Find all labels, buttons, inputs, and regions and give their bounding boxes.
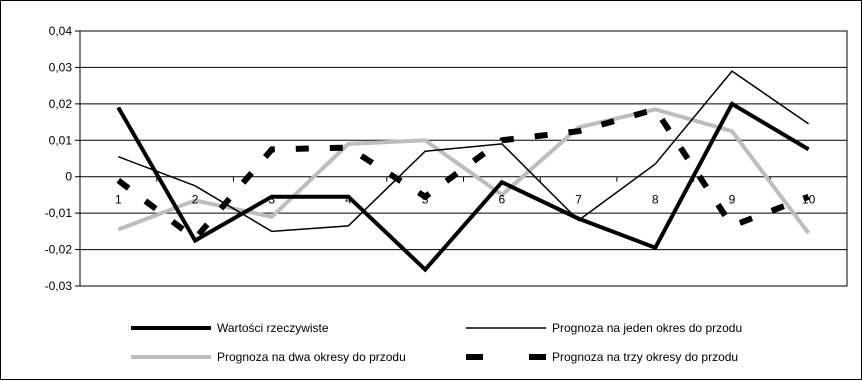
y-tick-label: -0,01 <box>45 206 73 220</box>
legend-label: Wartości rzeczywiste <box>217 321 329 335</box>
x-tick-label: 6 <box>499 193 506 207</box>
grid-layer <box>75 30 848 287</box>
y-tick-label: 0,04 <box>49 24 73 38</box>
y-tick-label: -0,02 <box>45 243 73 257</box>
legend-label: Prognoza na dwa okresy do przodu <box>217 350 406 364</box>
y-tick-label: 0 <box>65 170 72 184</box>
legend-label: Prognoza na trzy okresy do przodu <box>552 350 738 364</box>
series-layer <box>116 70 811 273</box>
x-tick-label: 10 <box>802 193 816 207</box>
y-tick-label: 0,03 <box>49 60 73 74</box>
x-tick-label: 1 <box>115 193 122 207</box>
legend-label: Prognoza na jeden okres do przodu <box>552 321 742 335</box>
legend: Wartości rzeczywiste Prognoza na jeden ok… <box>131 321 742 364</box>
series-line-2 <box>118 70 810 233</box>
x-tick-label: 7 <box>575 193 582 207</box>
series-line-4 <box>116 105 810 243</box>
series-line-3 <box>117 107 811 235</box>
y-tick-label: 0,02 <box>49 97 73 111</box>
x-tick-label: 2 <box>192 193 199 207</box>
series-line-1 <box>116 101 810 273</box>
x-tick-label: 3 <box>268 193 275 207</box>
x-tick-label: 8 <box>652 193 659 207</box>
label-layer: 0,04 0,03 0,02 0,01 0 -0,01 -0,02 -0,03 1 2 3 4 5 6 7 8… <box>45 24 816 293</box>
y-tick-label: -0,03 <box>45 279 73 293</box>
x-tick-label: 5 <box>422 193 429 207</box>
x-tick-label: 9 <box>729 193 736 207</box>
x-tick-label: 4 <box>345 193 352 207</box>
plot-area <box>79 30 848 287</box>
y-tick-label: 0,01 <box>49 133 73 147</box>
